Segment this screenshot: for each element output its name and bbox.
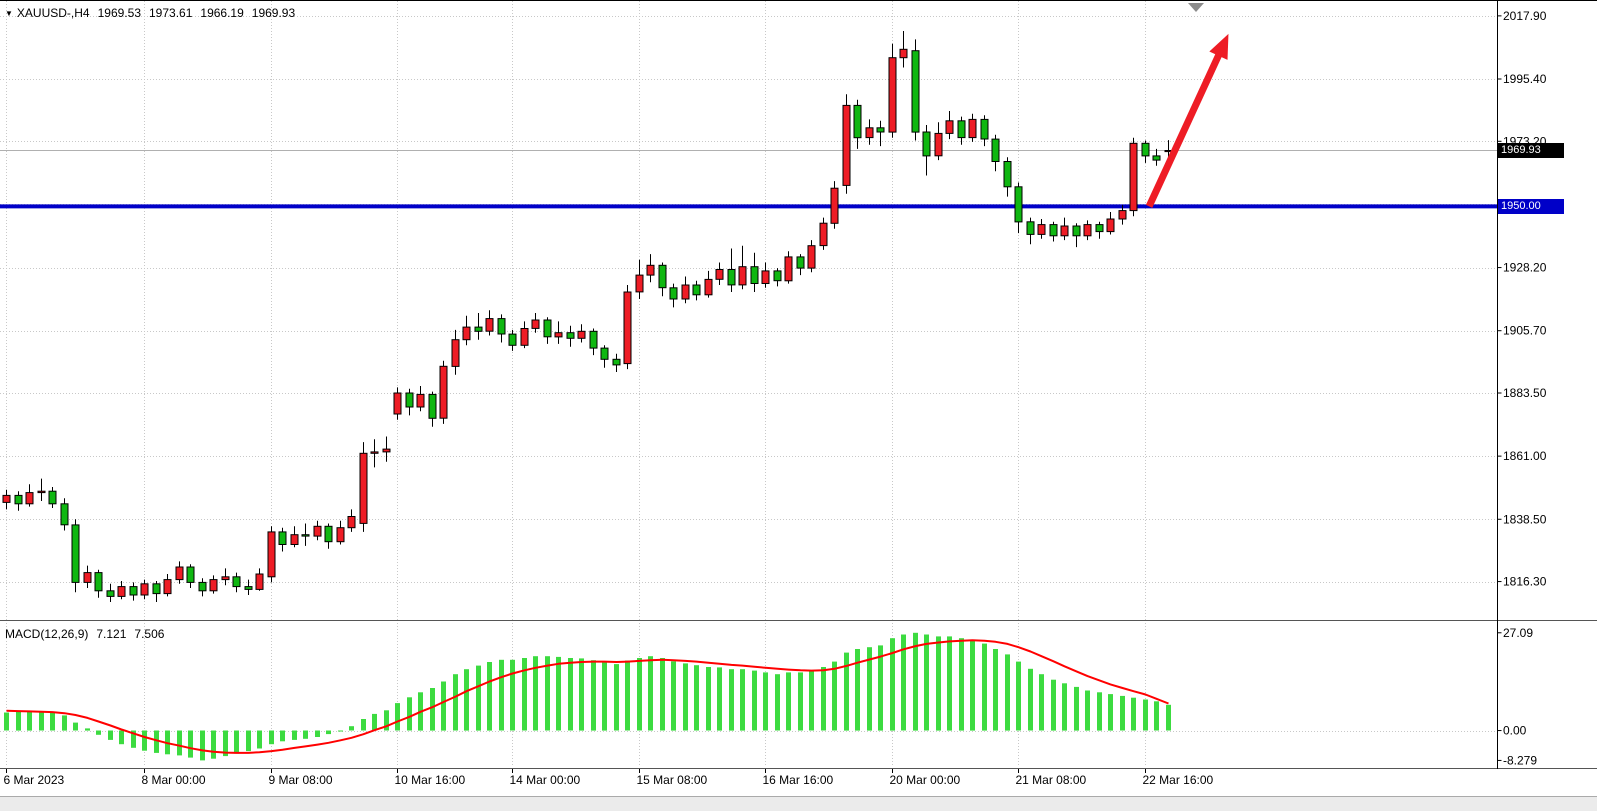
axis-label: 9 Mar 08:00 (269, 773, 333, 787)
chart-shift-marker[interactable] (1188, 3, 1204, 12)
axis-label: 10 Mar 16:00 (395, 773, 466, 787)
macd-histogram (4, 632, 1171, 761)
axis-label: 1883.50 (1503, 386, 1547, 400)
close-value: 1969.93 (251, 6, 296, 20)
axis-label: 1861.00 (1503, 449, 1547, 463)
macd-main-value: 7.121 (96, 627, 127, 641)
price-axis[interactable]: 2017.901995.401973.201928.201905.701883.… (1497, 9, 1547, 768)
axis-label: 0.00 (1503, 724, 1527, 738)
axis-label: 8 Mar 00:00 (142, 773, 206, 787)
symbol-dropdown-arrow-icon: ▼ (5, 9, 13, 18)
axis-label: 16 Mar 16:00 (763, 773, 834, 787)
axis-label: 15 Mar 08:00 (637, 773, 708, 787)
axis-label: 1905.70 (1503, 324, 1547, 338)
axis-label: 2017.90 (1503, 9, 1547, 23)
axis-label: 1838.50 (1503, 512, 1547, 526)
axis-label: 20 Mar 00:00 (890, 773, 961, 787)
open-value: 1969.53 (97, 6, 141, 20)
macd-indicator-title: MACD(12,26,9) 7.121 7.506 (5, 627, 164, 641)
hline-price-badge[interactable]: 1950.00 (1498, 198, 1564, 214)
macd-name-label: MACD(12,26,9) (5, 627, 89, 641)
candles (2, 31, 1173, 602)
symbol-period-label: XAUUSD-,H4 (16, 6, 90, 20)
axis-label: 1816.30 (1503, 575, 1547, 589)
time-axis[interactable]: 6 Mar 2023 8 Mar 00:00 9 Mar 08:00 10 Mar 1… (4, 769, 1214, 787)
axis-label: 1928.20 (1503, 261, 1547, 275)
axis-label: 14 Mar 00:00 (510, 773, 581, 787)
low-value: 1966.19 (200, 6, 244, 20)
chart-title: ▼ XAUUSD-,H4 1969.53 1973.61 1966.19 1969.93 (5, 6, 295, 20)
axis-label: 1995.40 (1503, 72, 1547, 86)
macd-signal-value: 7.506 (134, 627, 165, 641)
high-value: 1973.61 (149, 6, 193, 20)
axis-label: -8.279 (1503, 753, 1537, 767)
gridlines (0, 1, 1497, 767)
macd-signal-line (6, 639, 1169, 754)
axis-label: 21 Mar 08:00 (1016, 773, 1087, 787)
current-price-badge: 1969.93 (1498, 142, 1564, 158)
axis-label: 6 Mar 2023 (4, 773, 65, 787)
axis-label: 22 Mar 16:00 (1143, 773, 1214, 787)
axis-label: 27.09 (1503, 626, 1533, 640)
trend-arrow[interactable] (1145, 33, 1229, 208)
